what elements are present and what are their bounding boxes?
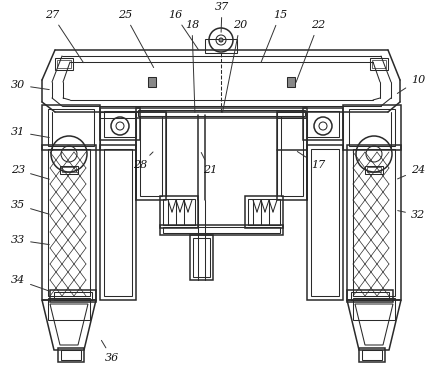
Bar — [245, 196, 283, 228]
Bar — [343, 105, 401, 150]
Bar — [303, 108, 343, 140]
Bar — [287, 77, 295, 87]
Bar — [362, 350, 382, 360]
Bar — [48, 109, 94, 146]
Text: 25: 25 — [118, 10, 154, 68]
Text: 34: 34 — [11, 275, 49, 291]
Text: 31: 31 — [11, 127, 49, 138]
Bar — [353, 149, 395, 296]
Bar — [100, 108, 140, 140]
Bar — [104, 149, 132, 296]
Bar — [190, 235, 213, 280]
Text: 20: 20 — [222, 20, 247, 112]
Bar — [347, 145, 401, 300]
Bar — [100, 145, 136, 300]
Text: 27: 27 — [45, 10, 83, 63]
Bar — [193, 238, 210, 277]
Bar — [160, 225, 283, 235]
Text: 24: 24 — [397, 165, 425, 179]
Bar — [163, 199, 195, 225]
Bar — [54, 292, 92, 300]
Text: 32: 32 — [398, 210, 425, 220]
Bar — [205, 39, 237, 53]
Bar — [55, 58, 73, 70]
Bar — [50, 290, 96, 302]
Text: 28: 28 — [133, 152, 153, 170]
Bar — [359, 348, 385, 362]
Text: 30: 30 — [11, 80, 49, 90]
Bar — [138, 110, 305, 116]
Bar — [57, 60, 71, 68]
Bar — [160, 196, 198, 228]
Bar — [367, 167, 381, 172]
Bar — [42, 145, 96, 300]
Text: 15: 15 — [261, 10, 287, 62]
Bar — [104, 111, 136, 137]
Text: 22: 22 — [296, 20, 325, 82]
Text: 21: 21 — [201, 152, 217, 175]
Bar — [307, 145, 343, 300]
Text: 23: 23 — [11, 165, 49, 179]
Text: 37: 37 — [215, 2, 229, 32]
Bar — [61, 350, 81, 360]
Text: 36: 36 — [101, 340, 119, 363]
Text: 16: 16 — [168, 10, 198, 50]
Bar — [58, 348, 84, 362]
Bar — [62, 167, 76, 172]
Bar — [365, 166, 383, 174]
Circle shape — [219, 38, 223, 42]
Bar — [353, 298, 395, 320]
Bar — [148, 77, 156, 87]
Text: 35: 35 — [11, 200, 49, 214]
Bar — [277, 112, 307, 200]
Bar — [140, 116, 162, 196]
Text: 33: 33 — [11, 235, 49, 245]
Bar — [370, 58, 388, 70]
Bar — [48, 298, 90, 320]
Bar — [136, 108, 307, 118]
Bar — [163, 227, 280, 233]
Bar — [248, 199, 280, 225]
Bar — [48, 149, 90, 296]
Bar — [42, 105, 100, 150]
Bar — [307, 111, 339, 137]
Bar — [281, 116, 303, 196]
Bar — [60, 166, 78, 174]
Text: 17: 17 — [297, 152, 325, 170]
Bar — [351, 292, 389, 300]
Bar — [349, 109, 395, 146]
Text: 18: 18 — [185, 20, 199, 112]
Text: 10: 10 — [397, 75, 425, 93]
Bar — [372, 60, 386, 68]
Bar — [311, 149, 339, 296]
Bar — [347, 290, 393, 302]
Bar — [136, 112, 166, 200]
